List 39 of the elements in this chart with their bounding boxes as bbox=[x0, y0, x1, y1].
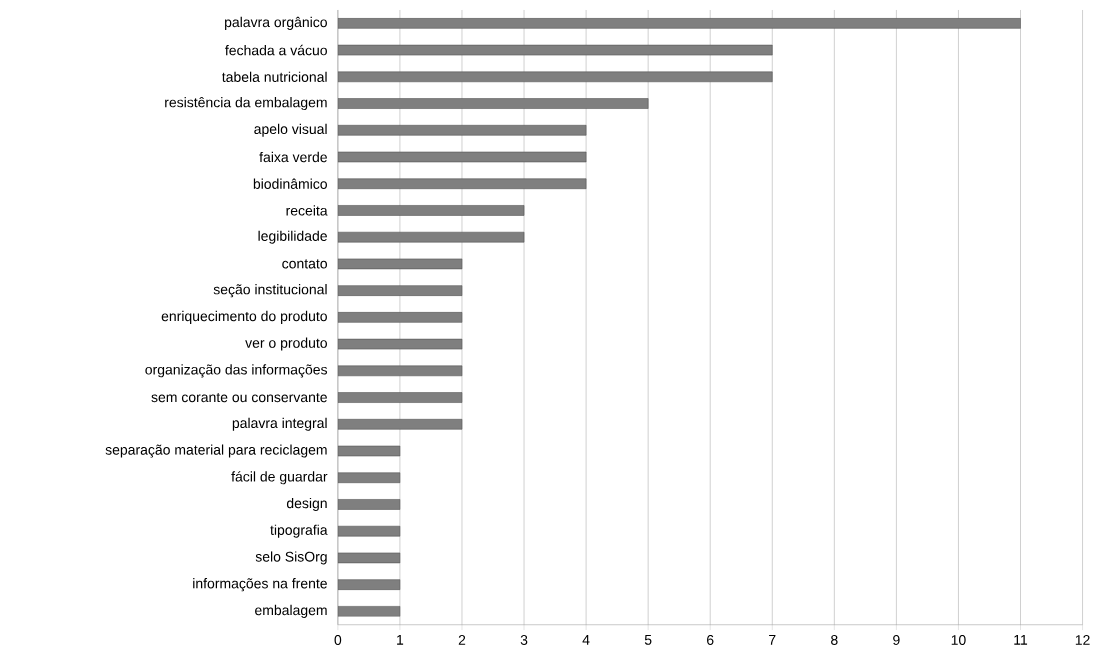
x-tick-label: 8 bbox=[831, 635, 838, 646]
y-tick-label: ver o produto bbox=[245, 337, 327, 351]
y-tick-label: selo SisOrg bbox=[255, 551, 327, 565]
y-tick-label: fechada a vácuo bbox=[225, 45, 327, 56]
x-tick-label: 7 bbox=[769, 635, 776, 645]
x-tick-label: 12 bbox=[1075, 635, 1090, 645]
y-tick-label: design bbox=[286, 498, 327, 512]
y-tick-label: receita bbox=[286, 205, 328, 216]
y-tick-label: separação material para reciclagem bbox=[105, 444, 327, 458]
y-tick-label: sem corante ou conservante bbox=[151, 393, 327, 403]
y-tick-label: organização das informações bbox=[145, 364, 328, 378]
y-tick-label: fácil de guardar bbox=[231, 471, 328, 485]
x-tick-label: 2 bbox=[458, 635, 466, 645]
x-tick-label: 1 bbox=[397, 635, 404, 645]
y-tick-label: tabela nutricional bbox=[222, 71, 327, 83]
y-tick-label: enriquecimento do produto bbox=[161, 310, 327, 325]
x-tick-label: 10 bbox=[951, 635, 966, 646]
x-tick-label: 11 bbox=[1014, 635, 1028, 645]
y-tick-label: palavra integral bbox=[232, 417, 327, 431]
y-tick-label: contato bbox=[282, 259, 328, 269]
x-tick-label: 0 bbox=[334, 635, 342, 646]
y-tick-label: apelo visual bbox=[254, 123, 327, 137]
y-tick-label: informações na frente bbox=[193, 578, 327, 592]
y-tick-label: legibilidade bbox=[258, 230, 327, 244]
y-tick-label: embalagem bbox=[255, 605, 327, 619]
y-tick-label: resistência da embalagem bbox=[165, 97, 327, 111]
x-tick-label: 4 bbox=[582, 635, 590, 645]
x-tick-label: 9 bbox=[893, 635, 900, 646]
y-tick-label: seção institucional bbox=[213, 284, 327, 298]
y-tick-label: faixa verde bbox=[259, 152, 327, 163]
x-tick-label: 5 bbox=[644, 635, 652, 645]
y-tick-label: biodinâmico bbox=[253, 178, 327, 190]
bar bbox=[337, 98, 649, 109]
x-tick-label: 6 bbox=[707, 635, 714, 646]
x-tick-label: 3 bbox=[520, 635, 528, 646]
y-tick-label: tipografia bbox=[270, 524, 328, 538]
bar bbox=[337, 18, 1021, 29]
y-tick-label: palavra orgânico bbox=[225, 16, 327, 31]
bar bbox=[337, 71, 773, 83]
